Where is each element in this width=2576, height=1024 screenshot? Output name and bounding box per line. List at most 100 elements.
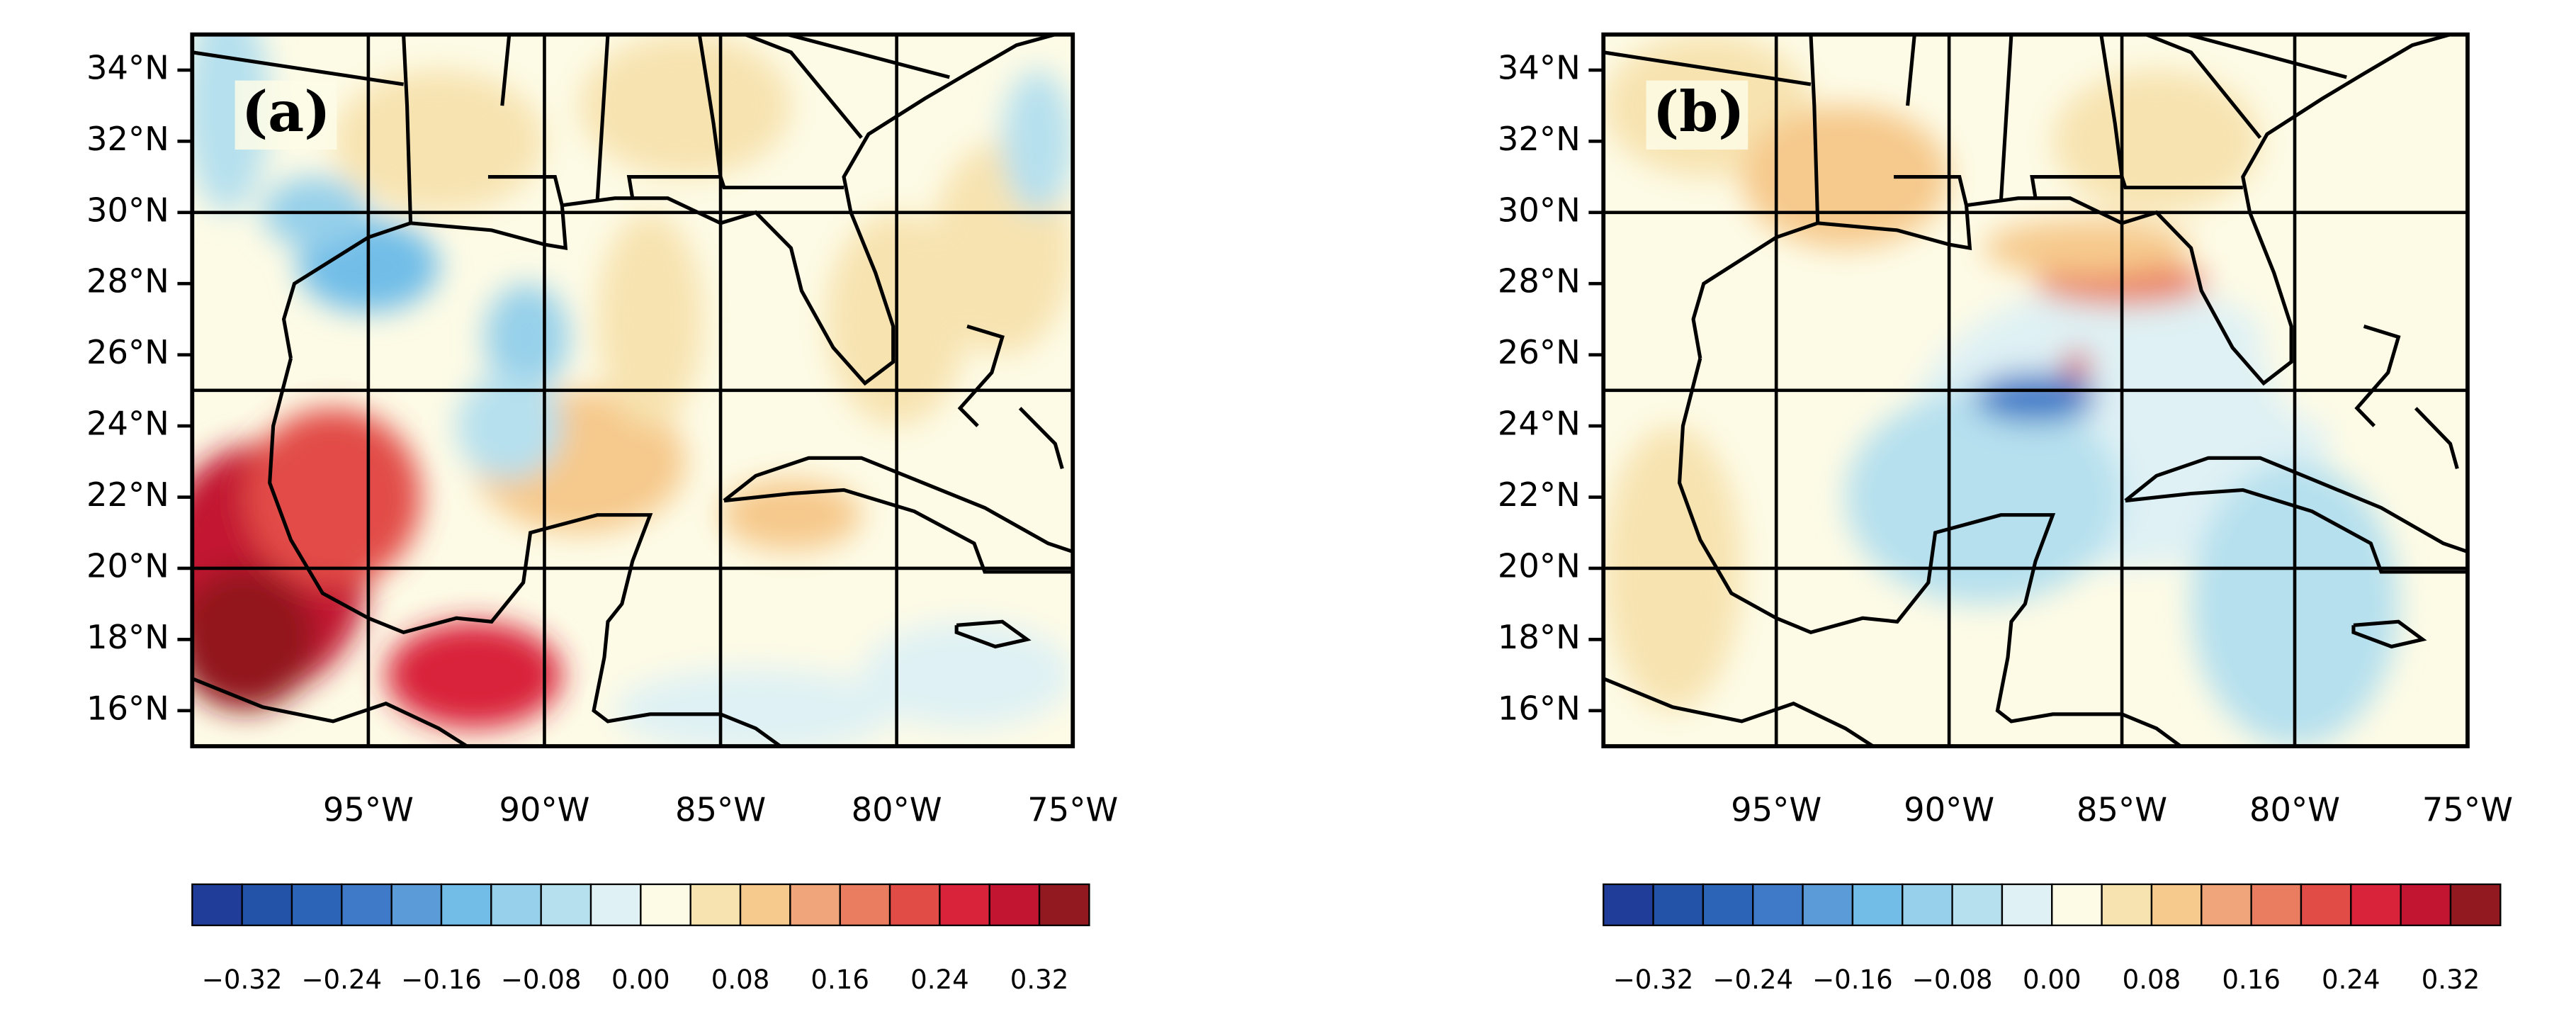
colorbar-swatch <box>2300 883 2352 926</box>
field-patch <box>192 34 270 213</box>
colorbar-swatch <box>2449 883 2502 926</box>
colorbar-swatch <box>739 883 791 926</box>
y-tick-label: 32°N <box>86 120 169 158</box>
y-tick-label: 22°N <box>86 476 169 514</box>
y-tick-label: 20°N <box>1498 546 1581 585</box>
map-panel: 95°W 90°W 85°W 80°W 75°W 16°N 18°N 20°N 22°N 24°N… <box>86 32 1118 828</box>
colorbar-swatch <box>1851 883 1904 926</box>
colorbar-label: −0.24 <box>301 964 382 995</box>
map-panel: 95°W 90°W 85°W 80°W 75°W 16°N 18°N 20°N 22°N 24°N… <box>1498 32 2513 828</box>
colorbar-swatch <box>2201 883 2252 926</box>
colorbar: −0.32 −0.24 −0.16 −0.08 0.00 0.08 0.16 0.24 0.32 <box>191 883 1090 995</box>
field-patch <box>484 283 570 390</box>
coastline <box>954 619 1032 649</box>
x-tick-label: 80°W <box>852 790 942 828</box>
colorbar: −0.32 −0.24 −0.16 −0.08 0.00 0.08 0.16 0.24 0.32 <box>1603 883 2502 995</box>
colorbar-swatch <box>1752 883 1804 926</box>
field-patch <box>1845 390 2123 604</box>
field-patch <box>861 621 1073 728</box>
label-bg <box>1646 80 1749 150</box>
colorbar-label: 0.24 <box>2322 964 2380 995</box>
field-patch <box>614 668 897 747</box>
y-tick-label: 18°N <box>86 618 169 656</box>
colorbar-swatch <box>2150 883 2203 926</box>
coastline <box>487 175 564 206</box>
colorbar-swatch <box>2101 883 2153 926</box>
field <box>1603 34 2468 747</box>
coastline <box>723 456 1073 574</box>
map-frame <box>190 32 1075 748</box>
field-patch <box>1002 69 1073 213</box>
field-patch <box>580 34 791 177</box>
coastline <box>192 677 468 747</box>
map-frame <box>1601 32 2470 748</box>
colorbar-label: 0.00 <box>611 964 670 995</box>
field-patch <box>333 69 545 213</box>
coastline <box>1809 34 1820 223</box>
x-tick-label: 90°W <box>1904 790 1994 828</box>
colorbar-label: 0.32 <box>2422 964 2480 995</box>
colorbar-swatch <box>241 883 293 926</box>
colorbar-swatch <box>2250 883 2303 926</box>
y-tick-label: 24°N <box>1498 405 1581 443</box>
x-tick-label: 85°W <box>675 790 766 828</box>
colorbar-swatch <box>2001 883 2053 926</box>
field-patch <box>2052 69 2261 213</box>
colorbar-swatch <box>939 883 990 926</box>
y-tick-label: 28°N <box>1498 262 1581 300</box>
y-tick-label: 30°N <box>86 191 169 229</box>
colorbar-label: −0.24 <box>1712 964 1793 995</box>
coastline <box>1018 407 1064 470</box>
colorbar-swatch <box>1652 883 1705 926</box>
field-patch <box>456 372 563 480</box>
x-tick-label: 90°W <box>499 790 589 828</box>
colorbar-label: −0.32 <box>202 964 283 995</box>
colorbar-label: 0.00 <box>2023 964 2081 995</box>
panel-label: (b) <box>1653 79 1745 145</box>
field-patch <box>244 407 422 587</box>
colorbar-label: −0.08 <box>1912 964 1993 995</box>
y-tick-label: 26°N <box>86 333 169 371</box>
y-tick-label: 18°N <box>1498 618 1581 656</box>
coastline <box>1906 34 1916 106</box>
coastline <box>1691 34 2451 386</box>
field-patch <box>597 212 704 427</box>
colorbar-swatch <box>1802 883 1854 926</box>
colorbar-swatch <box>839 883 891 926</box>
coastline <box>744 34 863 139</box>
coastline <box>1603 677 1875 747</box>
colorbar-swatch <box>2400 883 2452 926</box>
colorbar-label: 0.08 <box>2123 964 2181 995</box>
colorbar-swatch <box>191 883 243 926</box>
field <box>192 34 1073 747</box>
coastline <box>2187 34 2347 79</box>
coastline <box>1894 175 1968 206</box>
coastline <box>595 34 610 202</box>
coastline <box>1677 358 2182 747</box>
coastline <box>281 34 1056 386</box>
colorbar-label: −0.32 <box>1613 964 1694 995</box>
colorbar-swatch <box>490 883 542 926</box>
x-tick-label: 95°W <box>323 790 414 828</box>
coastline <box>402 34 413 223</box>
x-tick-label: 80°W <box>2249 790 2340 828</box>
field-patch <box>2260 212 2399 427</box>
colorbar-swatch <box>589 883 642 926</box>
field-patch <box>1973 372 2098 423</box>
field-patch <box>192 568 316 711</box>
y-tick-label: 20°N <box>86 546 169 585</box>
x-tick-label: 75°W <box>2422 790 2513 828</box>
colorbar-swatch <box>440 883 492 926</box>
field-patch <box>385 621 563 728</box>
colorbar-swatch <box>1603 883 1654 926</box>
coastline <box>2354 325 2401 427</box>
colorbar-label: 0.08 <box>711 964 770 995</box>
colorbar-swatch <box>341 883 392 926</box>
coastline <box>786 34 950 79</box>
coastline <box>2351 619 2427 649</box>
colorbar-swatch <box>390 883 443 926</box>
panel-label: (a) <box>242 79 331 145</box>
coastline <box>957 325 1005 427</box>
